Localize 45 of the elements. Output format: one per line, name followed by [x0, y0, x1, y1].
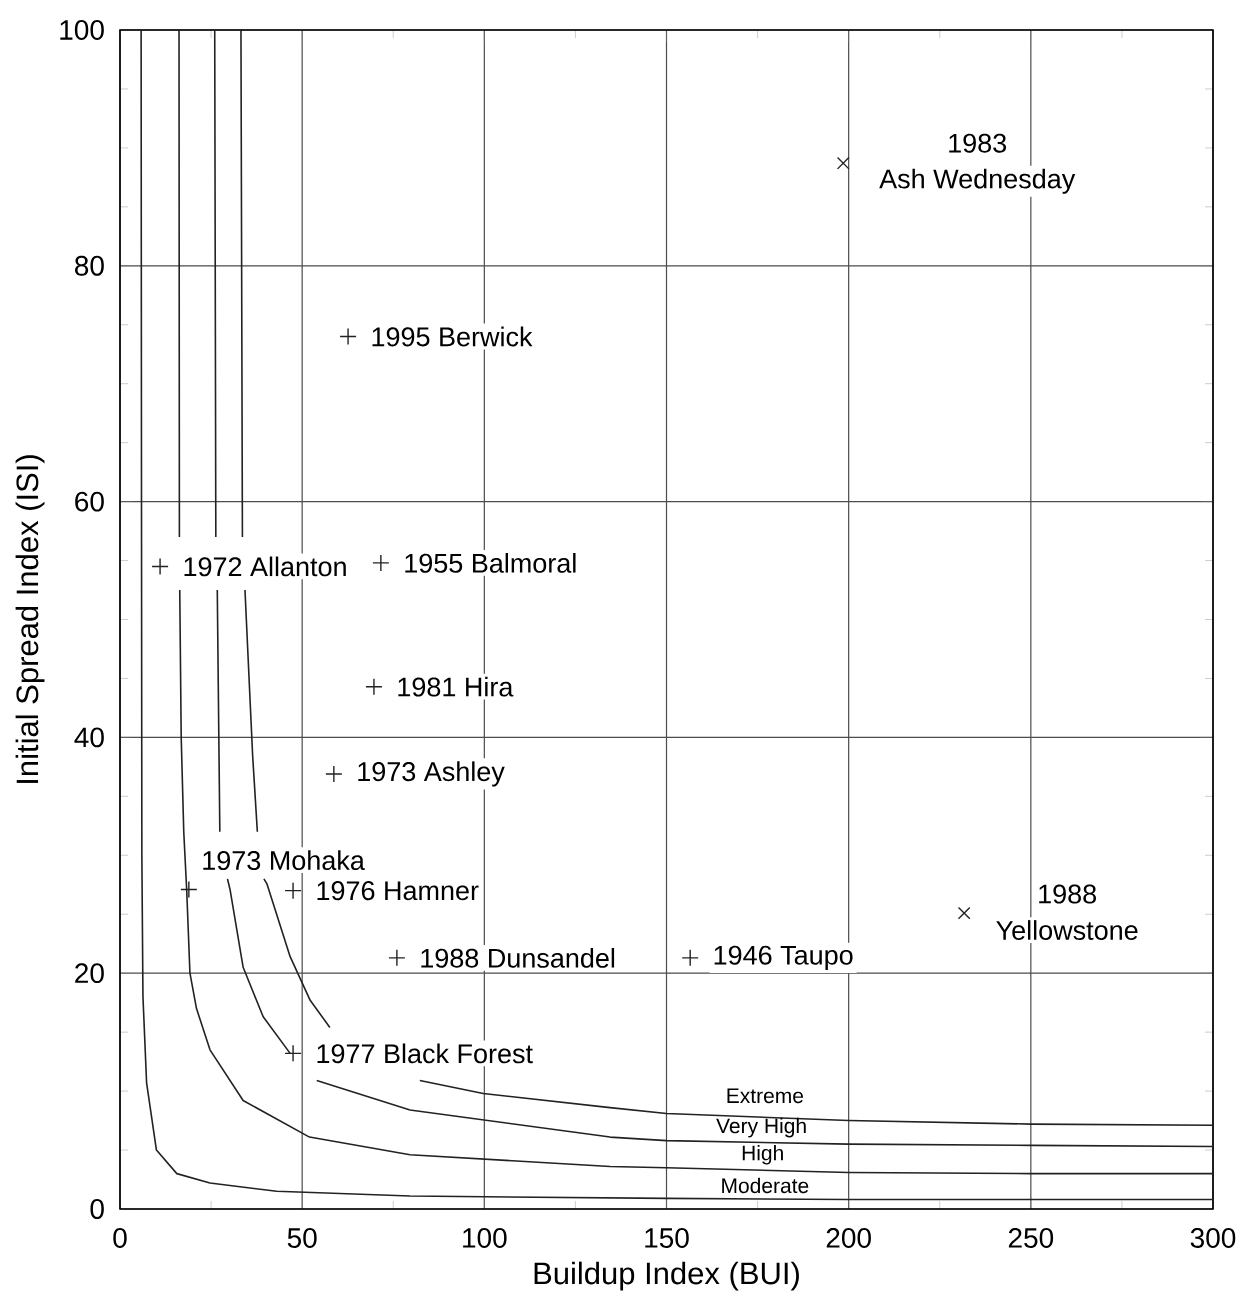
annotation: 1988 Dunsandel [421, 947, 615, 968]
point [151, 557, 169, 576]
point [325, 765, 343, 783]
annotation: Ash Wednesday [879, 168, 1076, 194]
point [180, 880, 198, 899]
x-tick-label: 250 [1008, 1228, 1054, 1248]
annotation: 1973 Ashley [358, 761, 505, 787]
annotation: 1977 Black Forest [317, 1043, 533, 1064]
annotation: 1983 [949, 133, 1007, 153]
y-tick-label: 80 [75, 255, 104, 276]
annotation: 1955 Balmoral [405, 552, 576, 573]
y-axis-title: Initial Spread Index (ISI) [15, 455, 45, 783]
annotation: 1988 [1039, 884, 1096, 904]
annotation: Very High [716, 1117, 806, 1138]
annotation: 1981 Hira [398, 676, 514, 697]
point [681, 949, 699, 967]
point [836, 156, 850, 170]
x-tick-label: 50 [287, 1228, 317, 1248]
annotation: Extreme [727, 1088, 804, 1104]
y-tick-label: 0 [90, 1199, 104, 1219]
point [284, 881, 302, 900]
point [388, 949, 406, 967]
y-tick-label: 20 [75, 963, 104, 984]
x-tick-label: 300 [1190, 1228, 1236, 1248]
point [339, 327, 357, 346]
annotation: 1976 Hamner [317, 881, 479, 901]
annotation: Yellowstone [996, 920, 1138, 940]
point [957, 906, 971, 920]
point [365, 678, 383, 696]
annotation: 1973 Mohaka [203, 850, 365, 871]
point [284, 1044, 302, 1063]
annotation: 1995 Berwick [372, 326, 533, 347]
x-axis-title: Buildup Index (BUI) [534, 1261, 799, 1291]
y-tick-label: 40 [74, 727, 104, 748]
x-tick-label: 0 [113, 1228, 127, 1248]
annotation: High [742, 1144, 783, 1165]
annotation: Moderate [722, 1177, 809, 1194]
x-tick-label: 200 [826, 1228, 871, 1248]
x-tick-label: 100 [463, 1228, 507, 1248]
annotation: 1946 Taupo [714, 945, 853, 971]
annotation: 1972 Allanton [184, 556, 346, 577]
y-tick-label: 100 [60, 20, 104, 40]
x-tick-label: 150 [645, 1228, 689, 1248]
point [372, 554, 390, 572]
y-tick-label: 60 [75, 491, 104, 512]
